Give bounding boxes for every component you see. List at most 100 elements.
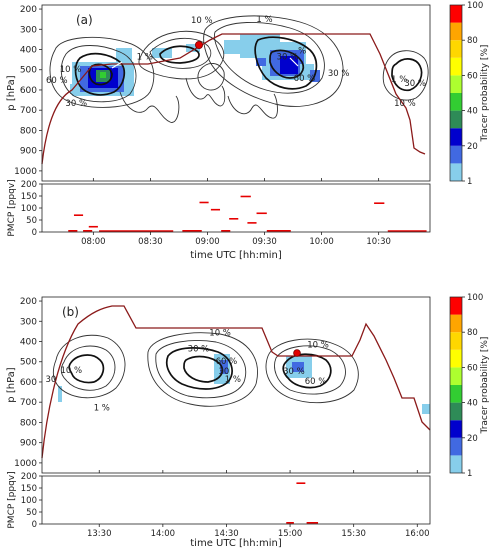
contour-label: % (298, 47, 306, 57)
y-tick-label: 800 (20, 126, 37, 136)
pmcp-y-tick-label: 50 (26, 508, 37, 518)
panel-a-flight-track (41, 33, 426, 165)
pmcp-y-tick-label: 150 (21, 192, 37, 202)
panel-b-position-marker (293, 349, 301, 357)
colorbar-swatch (450, 110, 462, 129)
colorbar-frame (449, 4, 463, 182)
x-tick-label: 09:00 (195, 237, 220, 247)
panel-b-colorbar-label: Tracer probability [%] (480, 337, 490, 435)
colorbar-tick-label: 20 (467, 434, 478, 444)
contour-label: 30 % (328, 69, 350, 79)
panel-a-pmcp-segments (68, 195, 427, 232)
panel-b-contours (52, 332, 359, 407)
panel-b-colorbar: 1 20 40 60 80 100 (449, 293, 483, 479)
panel-b-pmcp-segments (286, 482, 319, 524)
pmcp-y-tick-label: 0 (32, 520, 37, 530)
panel-a-contours (49, 15, 429, 123)
y-tick-label: 300 (20, 25, 37, 35)
pmcp-y-tick-label: 50 (26, 216, 37, 226)
panel-a-wind-marker (289, 57, 299, 67)
pmcp-y-tick-label: 100 (21, 204, 37, 214)
y-tick-label: 400 (20, 338, 37, 348)
colorbar-swatch (450, 437, 462, 456)
x-tick-label: 14:00 (151, 529, 176, 539)
panel-a-y-ticks: 200 300 400 500 600 700 800 900 1000 (14, 5, 42, 177)
colorbar-swatch (450, 385, 462, 403)
contour-label: 10 % (394, 99, 416, 109)
y-tick-label: 900 (20, 439, 37, 449)
colorbar-swatch (450, 367, 462, 385)
contour-label: 30 % (188, 345, 210, 355)
heatmap-cell (422, 404, 430, 414)
colorbar-tick-label: 80 (467, 328, 478, 338)
panel-a-ylabel: p [hPa] (6, 75, 17, 110)
panel-a-position-marker (194, 41, 203, 50)
colorbar-tick-label: 100 (467, 293, 483, 303)
heatmap-cell (292, 362, 304, 372)
pmcp-y-tick-label: 0 (32, 228, 37, 238)
x-tick-label: 08:30 (138, 237, 163, 247)
panel-a-x-ticks: 08:00 08:30 09:00 09:30 10:00 10:30 (81, 178, 391, 247)
heatmap-cell (220, 360, 228, 374)
contour-label: 30 % (65, 99, 87, 109)
colorbar-swatch (450, 40, 462, 58)
contour-label: 30 % (277, 53, 299, 63)
panel-b-ylabel: p [hPa] (6, 367, 17, 402)
panel-a-colorbar-label: Tracer probability [%] (480, 45, 490, 143)
panel-a-label: (a) (76, 13, 93, 27)
colorbar-tick-label: 40 (467, 399, 478, 409)
x-tick-label: 10:00 (309, 237, 334, 247)
y-tick-label: 200 (20, 297, 37, 307)
y-tick-label: 700 (20, 398, 37, 408)
panel-a-main-frame (41, 4, 431, 182)
heatmap-cell (116, 48, 132, 62)
y-tick-label: 500 (20, 358, 37, 368)
y-tick-label: 700 (20, 106, 37, 116)
panel-a-contour-labels: 10 % 1 %10 %60 %30 %1 %%30 %60 %30 %1 %30… (46, 15, 426, 109)
x-tick-label: 16:00 (405, 529, 430, 539)
panel-a-pmcp-ylabel: PMCP [ppqv] (7, 179, 17, 236)
contour-label: 60 % (294, 74, 316, 84)
x-tick-label: 10:30 (366, 237, 391, 247)
colorbar-tick-label: 60 (467, 71, 478, 81)
colorbar-tick-label: 40 (467, 107, 478, 117)
y-tick-label: 500 (20, 66, 37, 76)
pmcp-y-tick-label: 150 (21, 484, 37, 494)
panel-b-label: (b) (62, 305, 79, 319)
contour-label: 10 % (209, 328, 231, 338)
colorbar-frame (449, 296, 463, 474)
pmcp-y-tick-label: 200 (21, 180, 37, 190)
colorbar-swatch (450, 93, 462, 111)
y-tick-label: 400 (20, 46, 37, 56)
colorbar-swatch (450, 22, 462, 41)
colorbar-swatch (450, 145, 462, 164)
y-tick-label: 800 (20, 418, 37, 428)
contour-label: 10 % (307, 341, 329, 351)
y-tick-label: 300 (20, 317, 37, 327)
colorbar-swatch (450, 314, 462, 333)
x-tick-label: 15:00 (278, 529, 303, 539)
colorbar-tick-label: 1 (467, 177, 472, 187)
heatmap-cell (224, 40, 244, 54)
heatmap-cell (100, 72, 106, 78)
pmcp-y-tick-label: 100 (21, 496, 37, 506)
contour-label: 1 % (94, 403, 110, 413)
pmcp-y-tick-label: 200 (21, 472, 37, 482)
contour-label: 1 % (391, 75, 407, 85)
panel-a-wind-marker (111, 61, 123, 69)
colorbar-tick-label: 100 (467, 1, 483, 11)
panel-b-y-ticks: 200 300 400 500 600 700 800 900 1000 (14, 297, 42, 469)
panel-b-pmcp-ylabel: PMCP [ppqv] (7, 471, 17, 528)
colorbar-swatch (450, 420, 462, 438)
contour-label: 1 % (137, 53, 153, 63)
contour-label: 10 % (191, 16, 213, 26)
colorbar-tick-label: 80 (467, 36, 478, 46)
panel-a: 10 % 1 %10 %60 %30 %1 %%30 %60 %30 %1 %30… (6, 1, 490, 261)
contour-label: 30 (45, 375, 56, 385)
x-tick-label: 15:30 (341, 529, 366, 539)
colorbar-swatch (450, 163, 462, 181)
colorbar-tick-label: 60 (467, 363, 478, 373)
